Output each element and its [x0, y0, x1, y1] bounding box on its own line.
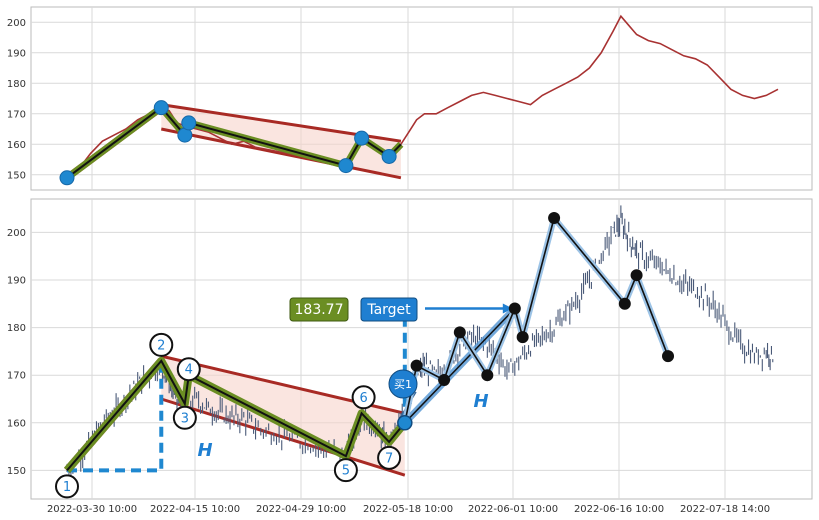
- x-tick-label: 2022-06-01 10:00: [468, 504, 558, 515]
- x-tick-label: 2022-04-29 10:00: [256, 504, 346, 515]
- pivot-label-circle: [149, 332, 174, 357]
- entry-point: [397, 415, 413, 431]
- h-measure-label-2: H: [473, 391, 488, 412]
- pivot-label-number: 7: [385, 451, 393, 466]
- buy-marker: 买1: [388, 369, 418, 399]
- x-tick-label: 2022-07-18 14:00: [680, 504, 770, 515]
- pivot-label-number: 2: [157, 338, 165, 353]
- top-pivot-point: [338, 158, 354, 174]
- price-label-text: 183.77: [295, 302, 344, 318]
- pivot-label-number: 6: [359, 391, 367, 406]
- bottom-channel-lower: [160, 397, 406, 477]
- target-label-text: Target: [366, 302, 411, 318]
- top-y-tick-label: 190: [7, 48, 26, 59]
- h-measure-dashed: [67, 360, 164, 473]
- pivot-label-circle: [377, 445, 402, 470]
- target-label-box: Target: [360, 297, 418, 322]
- top-y-ticks: 150 160 170 180 190 200: [7, 18, 26, 182]
- black-pivot-point: [438, 373, 451, 386]
- top-channel-lower: [160, 127, 402, 180]
- bottom-y-tick-label: 200: [7, 228, 26, 239]
- target-arrow-head: [502, 303, 513, 314]
- price-label-box: 183.77: [289, 297, 349, 322]
- black-pivot-point: [453, 326, 466, 339]
- top-y-tick-label: 180: [7, 79, 26, 90]
- top-y-tick-label: 170: [7, 109, 26, 120]
- pivot-label-number: 1: [63, 480, 71, 495]
- top-content: [59, 14, 779, 186]
- bottom-y-ticks: 150 160 170 180 190 200: [7, 228, 26, 477]
- x-tick-label: 2022-06-16 10:00: [574, 504, 664, 515]
- black-pivot-point: [481, 369, 494, 382]
- pivot-label-circle: [55, 474, 79, 499]
- black-pivot-point: [630, 269, 643, 282]
- top-pivot-point: [381, 148, 397, 164]
- pivot-label-circle: [333, 458, 358, 483]
- top-price-line: [66, 14, 779, 179]
- x-tick-label: 2022-03-30 10:00: [47, 504, 137, 515]
- bottom-y-tick-label: 160: [7, 418, 26, 429]
- top-channel-fill: [161, 104, 401, 178]
- h-measure-label: H: [197, 440, 212, 461]
- bottom-plot-frame: [30, 198, 813, 500]
- projection-blue-inner: [404, 308, 516, 424]
- pivot-label-circle: [351, 385, 376, 410]
- pivot-label-number: 4: [185, 363, 193, 378]
- bottom-y-tick-label: 170: [7, 371, 26, 382]
- bottom-content: 1 2 3 4 5 6 7: [55, 205, 774, 499]
- black-pivot-point: [618, 297, 631, 310]
- pivot-label-number: 5: [342, 464, 350, 479]
- top-y-tick-label: 160: [7, 140, 26, 151]
- black-pivot-point: [410, 359, 423, 372]
- bottom-x-ticks: 2022-03-30 10:00 2022-04-15 10:00 2022-04-…: [47, 504, 770, 515]
- top-pivot-point: [354, 130, 370, 146]
- bottom-y-tick-label: 190: [7, 275, 26, 286]
- bottom-zigzag-inner: [66, 359, 406, 472]
- x-tick-label: 2022-04-15 10:00: [150, 504, 240, 515]
- top-pivot-point: [153, 100, 169, 116]
- top-pivot-point: [181, 115, 197, 131]
- pivot-label-circle: [172, 405, 197, 430]
- x-tick-label: 2022-05-18 10:00: [363, 504, 453, 515]
- bottom-y-tick-label: 150: [7, 466, 26, 477]
- top-pivot-point: [59, 170, 75, 186]
- black-pivot-point: [662, 350, 675, 363]
- top-plot-frame: [30, 6, 813, 191]
- pivot-label-circle: [176, 357, 201, 382]
- top-panel: 150 160 170 180 190 200: [7, 6, 813, 191]
- black-pivot-point: [548, 212, 561, 225]
- top-y-tick-label: 150: [7, 170, 26, 181]
- black-pivot-point: [508, 302, 521, 315]
- pivot-label-number: 3: [181, 411, 189, 426]
- buy-marker-text: 买1: [394, 378, 412, 391]
- black-pivot-point: [516, 331, 529, 344]
- bottom-channel-fill: [161, 356, 405, 476]
- bottom-y-tick-label: 180: [7, 323, 26, 334]
- top-y-tick-label: 200: [7, 18, 26, 29]
